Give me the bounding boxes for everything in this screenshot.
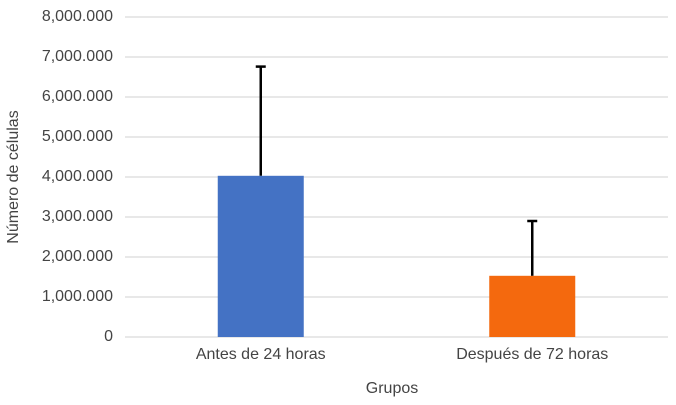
y-tick-label: 3,000.000 [42,208,113,225]
y-axis-title: Número de células [5,110,22,243]
y-tick-label: 2,000.000 [42,248,113,265]
error-bar [255,65,266,176]
x-tick-label: Antes de 24 horas [196,346,326,363]
y-tick-label: 0 [104,328,113,345]
x-tick-label: Después de 72 horas [456,346,608,363]
bar [217,175,304,337]
y-tick-label: 5,000.000 [42,128,113,145]
bar [489,275,576,337]
x-axis-title: Grupos [366,380,418,397]
y-tick-label: 1,000.000 [42,288,113,305]
error-bar [527,219,538,276]
y-tick-label: 7,000.000 [42,48,113,65]
y-tick-label: 4,000.000 [42,168,113,185]
y-tick-label: 8,000.000 [42,8,113,25]
y-tick-label: 6,000.000 [42,88,113,105]
